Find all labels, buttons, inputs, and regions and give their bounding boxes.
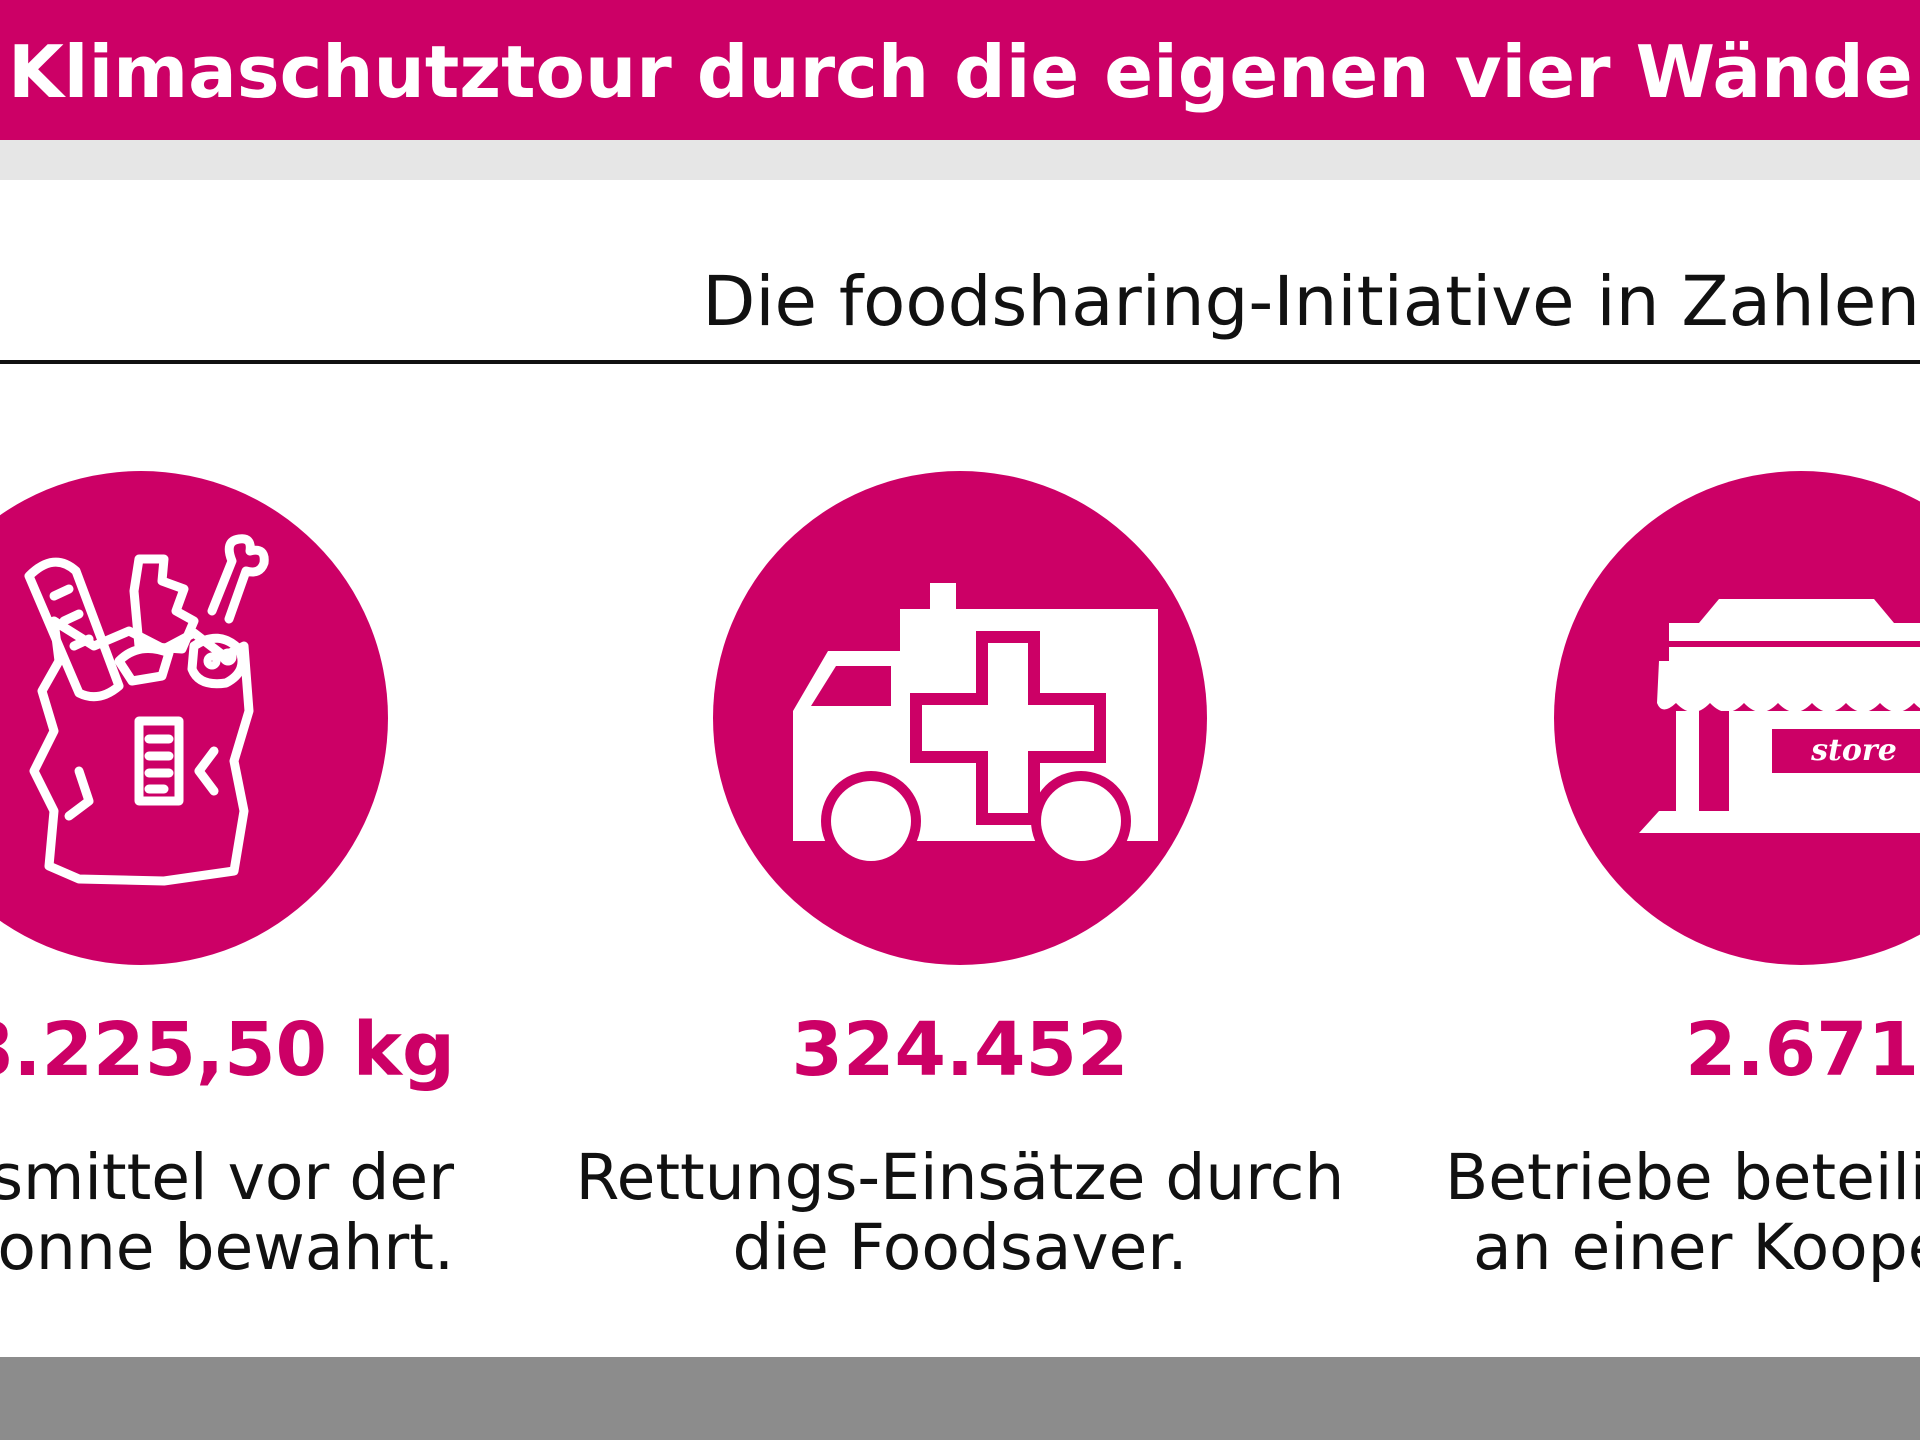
stat-desc-line: onne bewahrt. [0, 1211, 454, 1284]
stat-desc-line: die Foodsaver. [732, 1211, 1188, 1284]
stat-value-rescue-missions: 324.452 [791, 1007, 1129, 1093]
stat-value-food-saved: 8.225,50 kg [0, 1007, 455, 1093]
store-sign-text: store [1810, 733, 1897, 768]
stat-value-businesses: 2.671 [1685, 1007, 1920, 1093]
stat-desc-line: Rettungs-Einsätze durch [575, 1141, 1345, 1214]
stat-desc-businesses: Betriebe beteilig an einer Koope [1445, 1143, 1920, 1283]
stat-desc-rescue-missions: Rettungs-Einsätze durch die Foodsaver. [560, 1143, 1360, 1283]
footer-bar [0, 1357, 1920, 1440]
stat-desc-food-saved: nsmittel vor der onne bewahrt. [0, 1143, 454, 1283]
title-bar: Klimaschutztour durch die eigenen vier W… [0, 0, 1920, 140]
section-subtitle: Die foodsharing-Initiative in Zahlen [702, 262, 1920, 342]
stat-desc-line: Betriebe beteilig [1445, 1141, 1920, 1214]
ambulance-icon [793, 583, 1158, 871]
store-icon: store [1639, 599, 1920, 833]
stat-desc-line: nsmittel vor der [0, 1141, 454, 1214]
subtitle-rule [0, 360, 1920, 364]
header-divider-strip [0, 140, 1920, 180]
ambulance-circle [713, 471, 1207, 965]
grocery-bag-icon [24, 534, 269, 886]
stat-desc-line: an einer Koope [1473, 1211, 1920, 1284]
grocery-bag-circle [0, 471, 388, 965]
store-circle: store [1554, 471, 1920, 965]
page-title: Klimaschutztour durch die eigenen vier W… [8, 30, 1913, 114]
